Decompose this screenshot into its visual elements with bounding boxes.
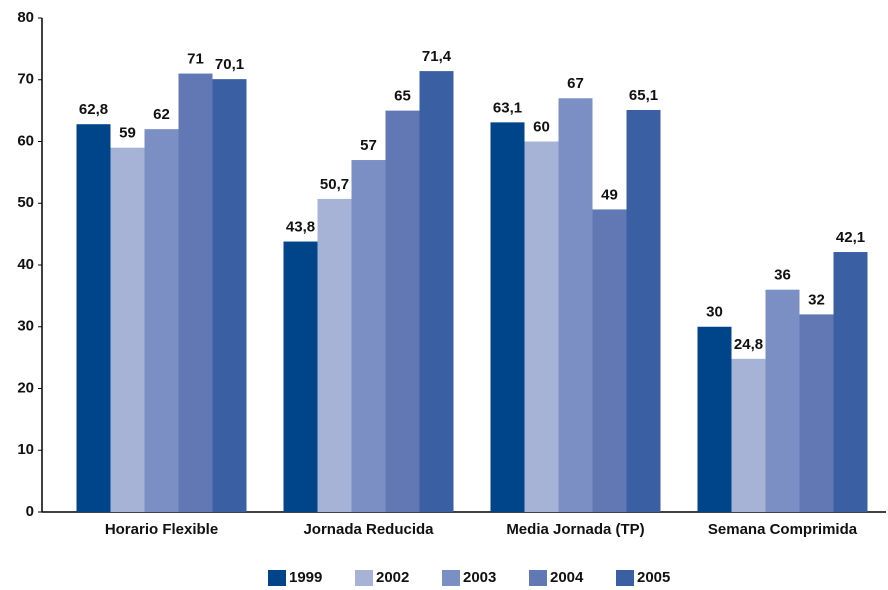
legend-swatch bbox=[268, 570, 286, 586]
legend-swatch bbox=[616, 570, 634, 586]
bar bbox=[592, 209, 627, 513]
bar bbox=[765, 289, 800, 512]
data-label: 60 bbox=[533, 118, 550, 135]
legend-label: 2003 bbox=[463, 569, 496, 586]
data-label: 50,7 bbox=[320, 176, 349, 193]
data-label: 71 bbox=[187, 51, 204, 68]
data-label: 24,8 bbox=[734, 336, 763, 353]
y-tick-label: 30 bbox=[17, 318, 34, 335]
bar bbox=[283, 241, 318, 512]
x-tick-label: Jornada Reducida bbox=[303, 521, 434, 538]
bar bbox=[110, 147, 145, 513]
y-tick-label: 10 bbox=[17, 441, 34, 458]
legend-swatch bbox=[355, 570, 373, 586]
bar bbox=[731, 358, 766, 512]
data-label: 57 bbox=[360, 137, 377, 154]
data-label: 63,1 bbox=[493, 99, 522, 116]
bar bbox=[524, 141, 559, 512]
data-label: 30 bbox=[706, 304, 723, 321]
y-tick-label: 70 bbox=[17, 71, 34, 88]
bar bbox=[626, 110, 661, 512]
data-label: 62,8 bbox=[79, 101, 108, 118]
legend-swatch bbox=[442, 570, 460, 586]
y-tick-label: 80 bbox=[17, 9, 34, 26]
x-tick-label: Horario Flexible bbox=[105, 521, 218, 538]
x-tick-label: Semana Comprimida bbox=[708, 521, 858, 538]
bar bbox=[558, 98, 593, 513]
legend-label: 1999 bbox=[289, 569, 322, 586]
data-label: 67 bbox=[567, 75, 584, 92]
y-tick-label: 50 bbox=[17, 194, 34, 211]
data-label: 36 bbox=[774, 267, 791, 284]
legend-label: 2004 bbox=[550, 569, 584, 586]
bar bbox=[833, 252, 868, 512]
data-label: 71,4 bbox=[422, 48, 452, 65]
data-label: 49 bbox=[601, 186, 618, 203]
y-tick-label: 20 bbox=[17, 379, 34, 396]
bar bbox=[799, 314, 834, 512]
data-label: 59 bbox=[119, 125, 136, 142]
data-label: 43,8 bbox=[286, 219, 315, 236]
data-label: 70,1 bbox=[215, 56, 244, 73]
data-label: 62 bbox=[153, 106, 170, 123]
legend-label: 2002 bbox=[376, 569, 409, 586]
y-tick-label: 40 bbox=[17, 256, 34, 273]
x-tick-label: Media Jornada (TP) bbox=[506, 521, 644, 538]
bar bbox=[385, 110, 420, 512]
bar bbox=[178, 73, 213, 512]
bar bbox=[490, 122, 525, 513]
bar bbox=[144, 129, 179, 512]
y-tick-label: 60 bbox=[17, 132, 34, 149]
bar bbox=[351, 160, 386, 512]
data-label: 65 bbox=[394, 88, 411, 105]
legend-swatch bbox=[529, 570, 547, 586]
legend-label: 2005 bbox=[637, 569, 670, 586]
bar bbox=[76, 124, 111, 513]
bar bbox=[697, 326, 732, 512]
bar bbox=[419, 71, 454, 512]
bar bbox=[212, 79, 247, 512]
data-label: 32 bbox=[808, 291, 825, 308]
data-label: 65,1 bbox=[629, 87, 658, 104]
data-label: 42,1 bbox=[836, 229, 865, 246]
bar bbox=[317, 198, 352, 513]
y-tick-label: 0 bbox=[26, 503, 34, 520]
